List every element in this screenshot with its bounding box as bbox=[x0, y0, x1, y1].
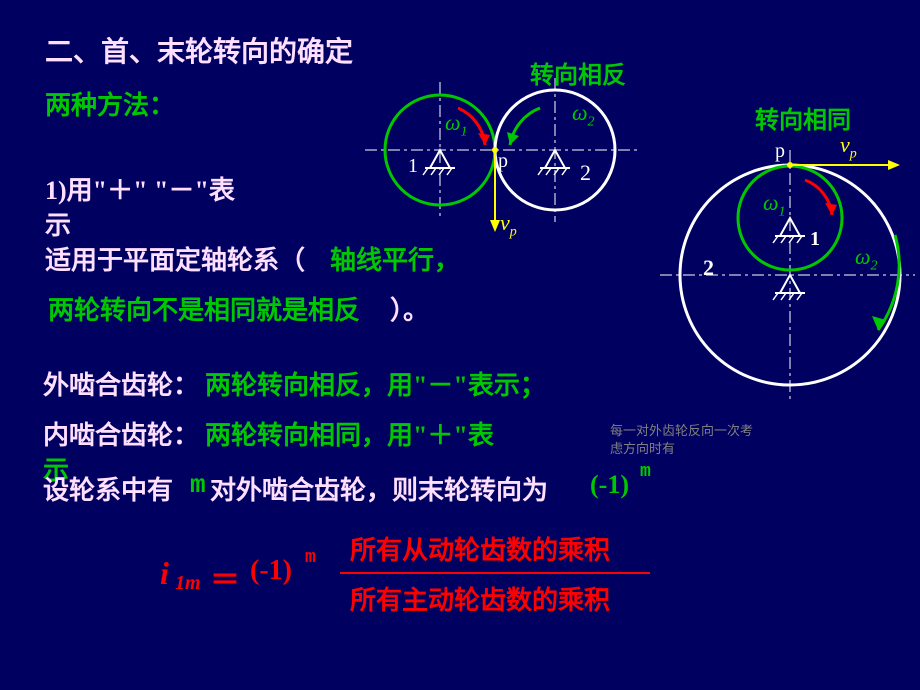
right-vp: vp bbox=[840, 132, 857, 162]
method1-desc2a: 两轮转向不是相同就是相反 bbox=[48, 290, 360, 327]
eq-i: i bbox=[160, 555, 169, 592]
small-note-2: 虑方向时有 bbox=[610, 438, 675, 457]
method1-desc2b: ）。 bbox=[390, 290, 429, 327]
right-label-2: 2 bbox=[703, 255, 714, 281]
methods-label: 两种方法： bbox=[45, 85, 175, 122]
opposite-rotation-label: 转向相反 bbox=[530, 55, 626, 90]
eq-sub: 1m bbox=[175, 572, 201, 595]
right-omega2: ω2 bbox=[855, 244, 878, 274]
formula-neg1: (-1) bbox=[590, 470, 629, 500]
eq-neg1: (-1) bbox=[250, 555, 292, 587]
right-label-p: p bbox=[775, 140, 785, 163]
method1-desc1a: 适用于平面定轴轮系（ bbox=[45, 240, 305, 277]
left-label-p: p bbox=[498, 150, 508, 173]
internal-gear-desc: 两轮转向相同，用"＋"表 bbox=[205, 415, 494, 452]
external-gear-label: 外啮合齿轮： bbox=[43, 365, 199, 402]
eq-numerator: 所有从动轮齿数的乘积 bbox=[350, 530, 610, 567]
formula-m: m bbox=[190, 470, 206, 500]
internal-gear-label: 内啮合齿轮： bbox=[43, 415, 199, 452]
left-omega2: ω2 bbox=[572, 100, 595, 130]
formula-text2: 对外啮合齿轮，则末轮转向为 bbox=[210, 470, 548, 507]
section-title: 二、首、末轮转向的确定 bbox=[45, 30, 353, 70]
method1-line1: 1)用"＋" "－"表 bbox=[45, 170, 235, 207]
formula-neg1-exp: m bbox=[640, 462, 651, 482]
method1-desc1b: 轴线平行， bbox=[330, 240, 460, 277]
right-omega1: ω1 bbox=[763, 190, 786, 220]
small-note-1: 每一对外齿轮反向一次考 bbox=[610, 420, 753, 439]
formula-text1: 设轮系中有 bbox=[43, 470, 173, 507]
eq-equals: ＝ bbox=[210, 555, 240, 599]
eq-exp: m bbox=[305, 548, 316, 568]
left-label-1: 1 bbox=[408, 155, 418, 178]
right-label-1: 1 bbox=[810, 228, 820, 251]
method1-line2: 示 bbox=[45, 205, 71, 242]
left-label-2: 2 bbox=[580, 160, 591, 186]
left-omega1: ω1 bbox=[445, 110, 468, 140]
external-gear-desc: 两轮转向相反，用"－"表示； bbox=[205, 365, 546, 402]
fraction-line bbox=[340, 572, 650, 574]
left-vp: vp bbox=[500, 210, 517, 240]
same-rotation-label: 转向相同 bbox=[755, 100, 851, 135]
eq-denominator: 所有主动轮齿数的乘积 bbox=[350, 580, 610, 617]
